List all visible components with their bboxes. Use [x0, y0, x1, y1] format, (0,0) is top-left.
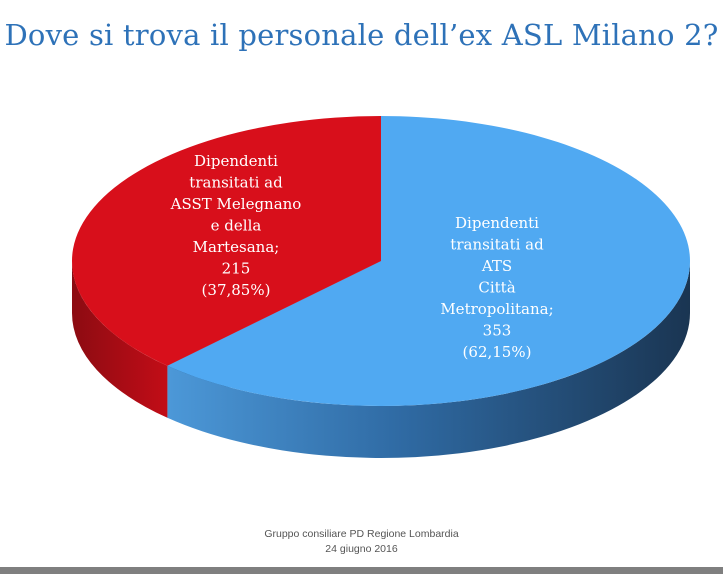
slice-label-ats: transitati ad: [450, 236, 544, 254]
slice-label-asst: e della: [211, 217, 262, 235]
pie-labels: Dipendenti transitati ad ATS Città Metropoli…: [170, 152, 554, 361]
pie-slice-ats: [167, 116, 690, 406]
slice-label-ats: ATS: [481, 257, 512, 275]
footer-date: 24 giugno 2016: [325, 543, 398, 555]
slice-label-asst: 215: [222, 260, 251, 278]
bottom-bar: [0, 567, 723, 574]
pie-side-asst: [72, 261, 168, 418]
slice-label-ats: (62,15%): [463, 343, 532, 361]
slice-label-asst: Martesana;: [193, 238, 280, 256]
pie-side-ats: [167, 261, 691, 459]
footer-group-name: Gruppo consiliare PD Regione Lombardia: [264, 528, 459, 540]
slice-label-ats: Dipendenti: [455, 214, 539, 232]
slice-label-asst: ASST Melegnano: [170, 195, 302, 213]
pie-tops: [71, 115, 690, 406]
slice-label-ats: Metropolitana;: [440, 300, 553, 318]
slice-label-asst: Dipendenti: [194, 152, 278, 170]
slice-label-ats: 353: [483, 322, 512, 340]
slice-label-asst: (37,85%): [202, 281, 271, 299]
slice-label-ats: Città: [478, 279, 515, 297]
slice-label-asst: transitati ad: [189, 174, 283, 192]
chart-title: Dove si trova il personale dell’ex ASL M…: [4, 18, 719, 52]
pie-slice-asst: [71, 115, 381, 366]
